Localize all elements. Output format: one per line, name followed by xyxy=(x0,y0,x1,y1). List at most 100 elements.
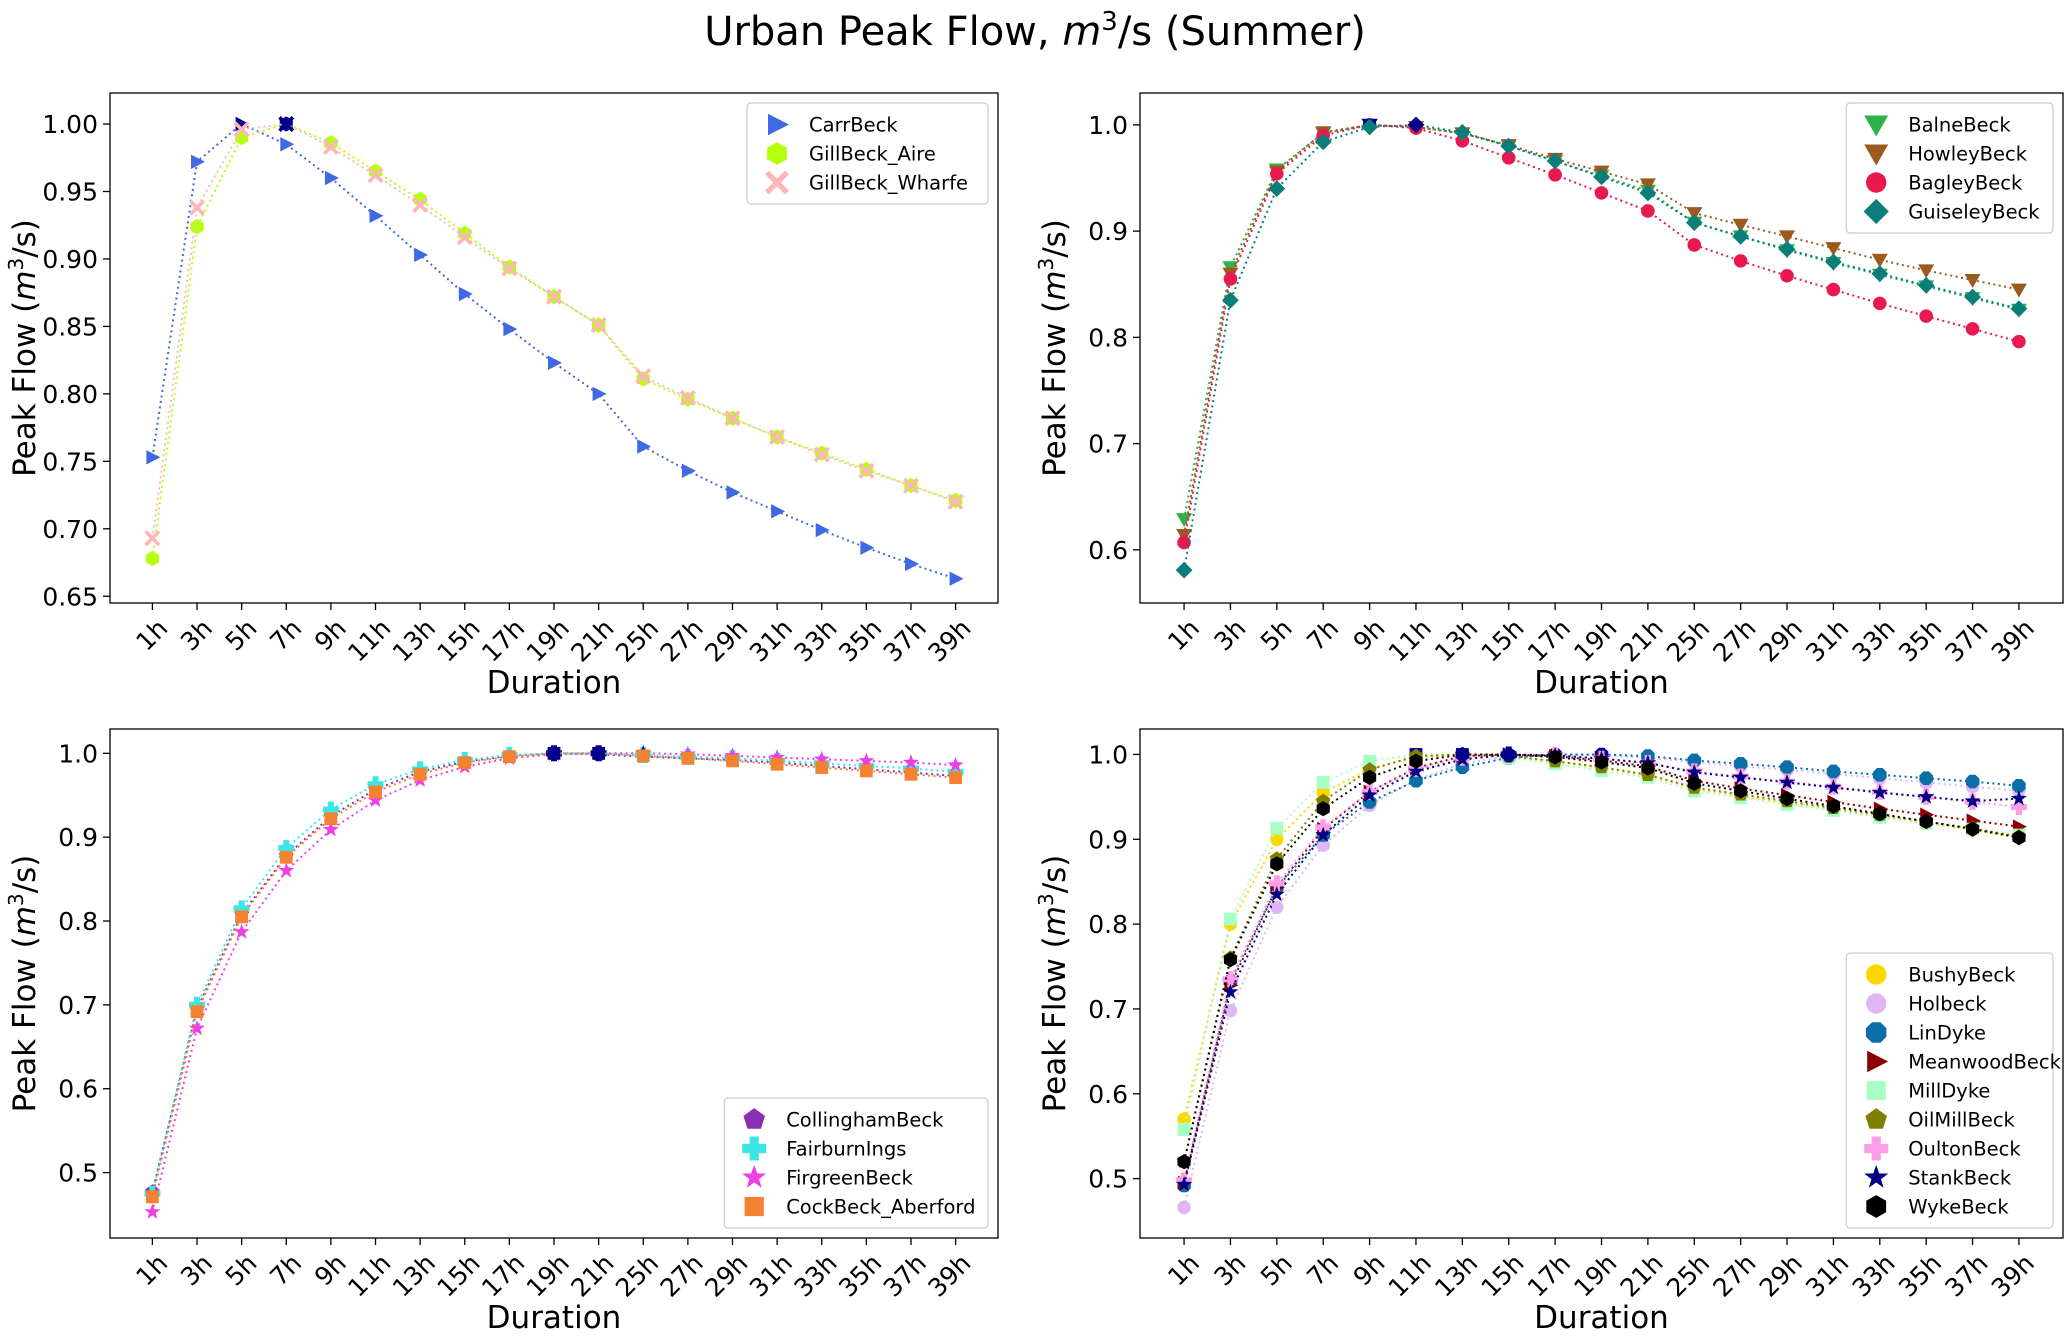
data-point-StankBeck-37h xyxy=(1964,792,1981,808)
data-point-BagleyBeck-37h xyxy=(1965,322,1980,336)
x-axis-label: Duration xyxy=(487,1300,622,1336)
x-tick-label: 31h xyxy=(1800,613,1854,667)
y-axis-label-suffix: /s) xyxy=(1037,855,1073,894)
data-point-GillBeck_Wharfe-15h xyxy=(456,229,473,246)
data-point-StankBeck-35h xyxy=(1918,788,1935,804)
series-CarrBeck xyxy=(146,116,964,586)
x-tick-label: 11h xyxy=(1383,1248,1437,1302)
data-point-GillBeck_Wharfe-27h xyxy=(679,389,696,406)
x-tick-label: 21h xyxy=(565,1248,619,1302)
y-tick-label: 0.9 xyxy=(58,823,98,852)
x-tick-label: 3h xyxy=(175,1248,218,1291)
y-tick-label: 1.0 xyxy=(58,739,98,768)
data-point-StankBeck-5h xyxy=(1268,886,1285,902)
data-point-GuiseleyBeck-35h xyxy=(1917,276,1935,294)
x-tick-label: 13h xyxy=(1429,613,1483,667)
data-point-MillDyke-5h xyxy=(1270,821,1284,835)
legend-label-StankBeck: StankBeck xyxy=(1908,1167,2012,1190)
figure-title-prefix: Urban Peak Flow, xyxy=(704,9,1062,55)
data-point-WykeBeck-39h xyxy=(2012,830,2026,846)
x-tick-label: 31h xyxy=(1800,1248,1854,1302)
data-point-CockBeck_Aberford-31h xyxy=(770,757,784,771)
data-point-WykeBeck-19h xyxy=(1594,754,1609,770)
x-tick-label: 29h xyxy=(1754,1248,1808,1302)
legend: BalneBeck HowleyBeck BagleyBeck GuiseleyBec… xyxy=(1845,102,2054,234)
figure-title-suffix: /s (Summer) xyxy=(1118,9,1366,55)
data-point-StankBeck-29h xyxy=(1779,774,1795,790)
data-point-CockBeck_Aberford-13h xyxy=(413,767,427,781)
x-tick-label: 25h xyxy=(610,1248,664,1302)
data-point-GillBeck_Wharfe-37h xyxy=(903,477,919,494)
y-tick-label: 0.70 xyxy=(42,515,98,544)
data-point-LinDyke-11h xyxy=(1409,773,1423,788)
data-point-StankBeck-11h xyxy=(1408,763,1424,779)
data-point-CarrBeck-21h xyxy=(592,386,607,402)
data-point-LinDyke-27h xyxy=(1733,757,1748,771)
data-point-GuiseleyBeck-3h xyxy=(1222,291,1239,309)
data-point-WykeBeck-1h xyxy=(1177,1154,1191,1170)
data-point-WykeBeck-27h xyxy=(1734,783,1748,799)
x-tick-label: 27h xyxy=(655,613,709,667)
x-tick-label: 37h xyxy=(1939,613,1993,667)
legend-marker-BushyBeck xyxy=(1866,964,1887,985)
legend-box xyxy=(723,1097,989,1229)
data-point-CarrBeck-29h xyxy=(726,485,741,500)
data-point-GillBeck_Wharfe-19h xyxy=(546,288,562,305)
legend-marker-CockBeck_Aberford xyxy=(744,1196,764,1217)
legend-marker-BagleyBeck xyxy=(1866,172,1887,193)
data-point-LinDyke-31h xyxy=(1826,764,1841,779)
y-tick-label: 0.9 xyxy=(1088,825,1128,854)
x-tick-label: 19h xyxy=(521,1248,575,1302)
legend-label-CarrBeck: CarrBeck xyxy=(809,114,898,137)
y-axis-label-suffix: /s) xyxy=(7,219,43,258)
x-tick-label: 1h xyxy=(1162,613,1205,656)
figure-title: Urban Peak Flow, m3/s (Summer) xyxy=(704,7,1366,55)
data-point-CarrBeck-13h xyxy=(414,247,429,263)
data-point-BushyBeck-1h xyxy=(1177,1112,1191,1127)
data-point-BagleyBeck-3h xyxy=(1223,272,1238,286)
subplot-1: 0.65 0.70 0.75 0.80 0.85 0.90 0.95 1.00 1h 3h 5h 7h… xyxy=(4,92,999,701)
legend-label-Holbeck: Holbeck xyxy=(1908,993,1987,1016)
x-tick-label: 15h xyxy=(432,1248,486,1302)
x-tick-label: 1h xyxy=(130,1248,173,1291)
data-point-BagleyBeck-27h xyxy=(1733,254,1748,268)
data-point-GillBeck_Wharfe-1h xyxy=(144,530,161,547)
x-tick-label: 15h xyxy=(432,613,486,667)
data-point-GillBeck_Aire-15h xyxy=(458,225,472,241)
data-point-StankBeck-3h xyxy=(1222,983,1239,999)
y-axis-label-exp: 3 xyxy=(1034,258,1058,271)
data-point-CarrBeck-1h xyxy=(146,450,161,465)
x-tick-label: 33h xyxy=(789,1248,843,1302)
x-tick-label: 9h xyxy=(1348,613,1391,656)
legend-label-FairburnIngs: FairburnIngs xyxy=(786,1138,906,1161)
x-tick-label: 33h xyxy=(1847,613,1901,667)
data-point-BagleyBeck-35h xyxy=(1919,309,1933,323)
x-tick-label: 19h xyxy=(1568,613,1622,667)
y-tick-label: 0.9 xyxy=(1088,217,1128,246)
y-tick-label: 0.75 xyxy=(42,447,98,476)
x-tick-label: 39h xyxy=(922,613,976,667)
x-tick-label: 37h xyxy=(878,1248,932,1302)
data-point-Holbeck-7h xyxy=(1316,838,1331,853)
x-tick-label: 39h xyxy=(922,1248,976,1302)
x-tick-label: 27h xyxy=(1707,1248,1761,1302)
x-tick-label: 5h xyxy=(220,1248,263,1291)
data-point-GillBeck_Wharfe-9h xyxy=(322,139,339,155)
data-point-StankBeck-1h xyxy=(1176,1176,1193,1192)
data-point-WykeBeck-33h xyxy=(1873,806,1887,822)
x-tick-label: 29h xyxy=(699,1248,753,1302)
data-point-CockBeck_Aberford-39h xyxy=(949,771,963,785)
x-tick-label: 17h xyxy=(1522,1248,1576,1302)
data-point-GillBeck_Aire-3h xyxy=(190,219,204,235)
series-WykeBeck xyxy=(1177,746,2026,1170)
legend-label-GillBeck_Wharfe: GillBeck_Wharfe xyxy=(809,172,968,195)
data-point-HowleyBeck-25h xyxy=(1686,207,1703,222)
x-tick-label: 7h xyxy=(1301,1248,1344,1291)
x-axis-label: Duration xyxy=(487,665,622,701)
legend-label-BalneBeck: BalneBeck xyxy=(1908,114,2011,137)
x-tick-label: 5h xyxy=(220,613,263,656)
data-point-HowleyBeck-29h xyxy=(1779,230,1795,245)
data-point-HowleyBeck-37h xyxy=(1964,274,1981,288)
legend-marker-OilMillBeck xyxy=(1865,1108,1887,1129)
